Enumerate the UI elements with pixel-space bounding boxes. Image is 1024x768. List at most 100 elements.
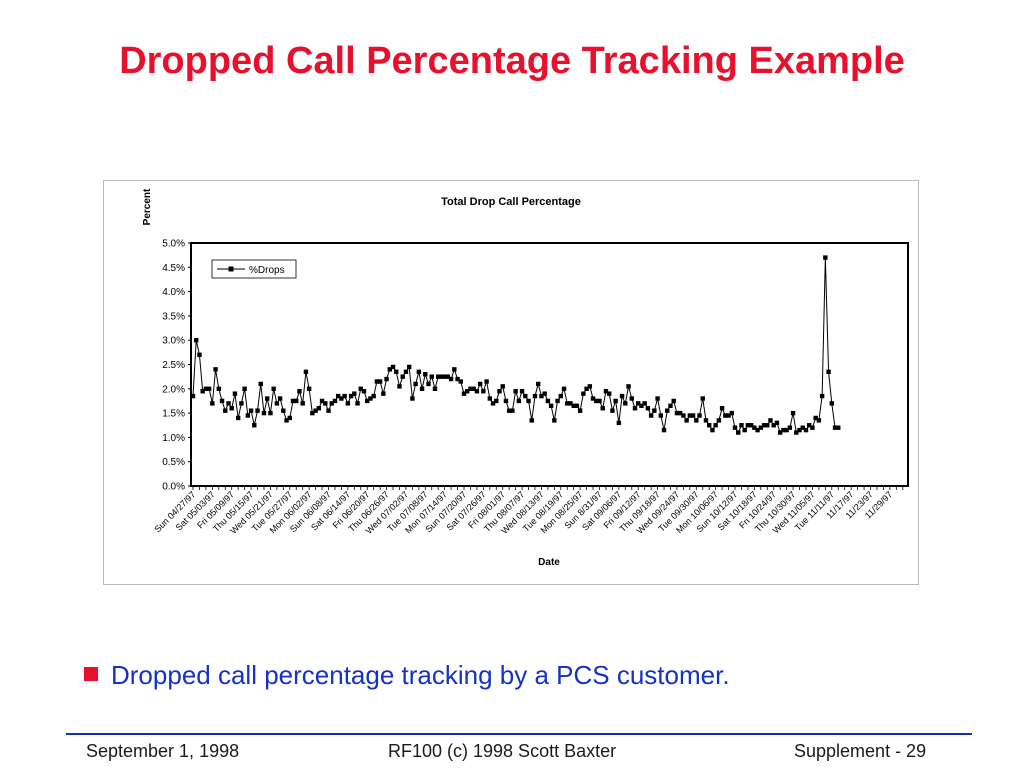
data-point: [500, 384, 505, 389]
data-point: [677, 410, 683, 416]
data-point: [335, 393, 341, 399]
data-point: [574, 403, 580, 409]
data-point: [416, 369, 422, 374]
data-point: [761, 423, 767, 428]
data-point: [245, 413, 251, 418]
data-point: [661, 427, 667, 433]
data-point: [545, 398, 551, 404]
data-point: [694, 418, 699, 423]
data-point: [239, 401, 244, 406]
data-point: [613, 398, 618, 404]
data-point: [423, 372, 428, 377]
data-point: [832, 425, 838, 430]
data-point: [481, 389, 486, 394]
y-tick-label: 4.5%: [162, 263, 185, 274]
data-point: [684, 418, 689, 423]
data-point: [619, 393, 625, 399]
legend-label-drops: %Drops: [249, 265, 285, 276]
data-point: [503, 398, 509, 404]
data-point: [339, 396, 344, 401]
y-tick-label: 1.0%: [162, 433, 185, 444]
data-point: [774, 420, 780, 426]
data-point: [197, 352, 202, 357]
data-point: [432, 386, 438, 391]
data-point: [397, 384, 402, 389]
footer-page-number: Supplement - 29: [794, 741, 927, 761]
data-point: [758, 425, 764, 430]
data-point: [455, 376, 460, 382]
data-point: [519, 389, 525, 394]
data-point: [794, 430, 799, 435]
data-point: [258, 381, 263, 387]
data-point: [426, 381, 431, 387]
data-point: [816, 418, 822, 423]
data-point: [461, 391, 467, 396]
data-point: [719, 406, 725, 411]
data-point: [726, 413, 731, 418]
data-point: [235, 415, 241, 421]
data-point: [523, 393, 528, 399]
data-point: [552, 418, 557, 423]
data-point: [590, 396, 596, 401]
data-point: [329, 401, 334, 406]
data-point: [745, 423, 751, 428]
data-point: [342, 393, 347, 399]
data-point: [323, 401, 328, 406]
data-point: [807, 423, 812, 428]
plot-area: [190, 242, 909, 487]
data-point: [577, 408, 583, 413]
data-point: [594, 398, 599, 404]
chart-legend: %Drops: [211, 259, 297, 279]
data-point: [710, 427, 715, 433]
y-axis-ticks: 0.0% 0.5% 1.0% 1.5% 2.0% 2.5% 3.0% 3.5% 4.0% 4.5%…: [162, 239, 191, 493]
data-point: [555, 398, 560, 404]
x-axis-label: Date: [538, 557, 560, 568]
data-point: [406, 364, 412, 370]
data-point: [510, 408, 515, 413]
data-point: [452, 367, 457, 372]
data-point: [600, 406, 605, 411]
data-point: [565, 401, 570, 406]
y-tick-label: 2.0%: [162, 384, 185, 395]
data-point: [403, 369, 409, 374]
data-point: [474, 389, 480, 394]
data-point: [636, 401, 641, 406]
data-point: [287, 415, 292, 421]
series-layer: [190, 255, 841, 435]
data-point: [558, 393, 563, 399]
data-point: [410, 396, 415, 401]
data-point: [629, 396, 634, 401]
data-point: [539, 393, 544, 399]
data-point: [303, 369, 309, 374]
data-point: [435, 374, 441, 379]
y-tick-label: 3.0%: [162, 336, 185, 347]
data-point: [748, 423, 754, 428]
data-point: [358, 386, 363, 391]
data-point: [248, 408, 254, 413]
data-point: [374, 379, 380, 384]
data-point: [223, 408, 228, 413]
drop-call-chart: Total Drop Call Percentage Percent Date …: [142, 188, 909, 568]
data-point: [294, 398, 299, 404]
data-point: [697, 413, 702, 418]
data-point: [400, 374, 405, 379]
data-point: [310, 410, 315, 416]
data-point: [752, 425, 757, 430]
data-point: [210, 401, 215, 406]
data-point: [703, 418, 709, 423]
data-point: [536, 381, 541, 387]
data-point: [674, 410, 680, 416]
data-point: [790, 410, 796, 416]
data-point: [829, 401, 834, 406]
data-point: [616, 420, 622, 426]
data-point: [723, 413, 728, 418]
data-point: [471, 386, 476, 391]
data-point: [265, 396, 270, 401]
data-point: [232, 391, 238, 396]
data-point: [226, 401, 231, 406]
data-point: [200, 389, 205, 394]
y-tick-label: 0.0%: [162, 482, 185, 493]
data-point: [348, 393, 354, 399]
data-point: [587, 384, 593, 389]
